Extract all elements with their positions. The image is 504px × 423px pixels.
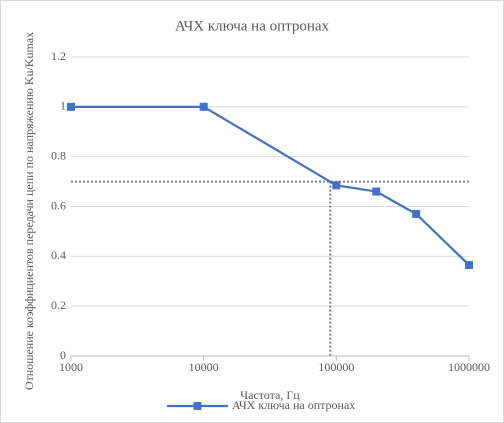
legend-label: АЧХ ключа на оптронах: [232, 398, 355, 412]
y-tick-label: 0.4: [51, 248, 66, 262]
y-axis-label: Отношение коэффициентов передачи цепи по…: [22, 32, 36, 390]
y-tick-label: 0.2: [51, 298, 66, 312]
y-tick-label: 0: [60, 348, 66, 362]
data-point: [67, 102, 75, 111]
y-tick-label: 0.6: [51, 198, 66, 212]
x-tick-label: 1000000: [448, 360, 490, 374]
y-tick-label: 1: [60, 99, 66, 113]
x-tick-label: 10000: [189, 360, 219, 374]
data-point: [372, 187, 381, 196]
legend-marker: [193, 402, 202, 410]
series-line: [71, 105, 470, 266]
x-tick-label: 100000: [318, 360, 354, 374]
y-tick-label: 0.8: [51, 148, 66, 162]
chart-title: АЧХ ключа на оптронах: [175, 18, 330, 34]
data-point: [332, 181, 341, 190]
x-axis-label: Частота, Гц: [240, 388, 300, 402]
data-point: [465, 261, 473, 270]
x-tick-label: 1000: [59, 360, 83, 374]
data-point: [412, 209, 421, 218]
data-point: [199, 102, 208, 111]
y-tick-label: 1.2: [51, 49, 66, 63]
